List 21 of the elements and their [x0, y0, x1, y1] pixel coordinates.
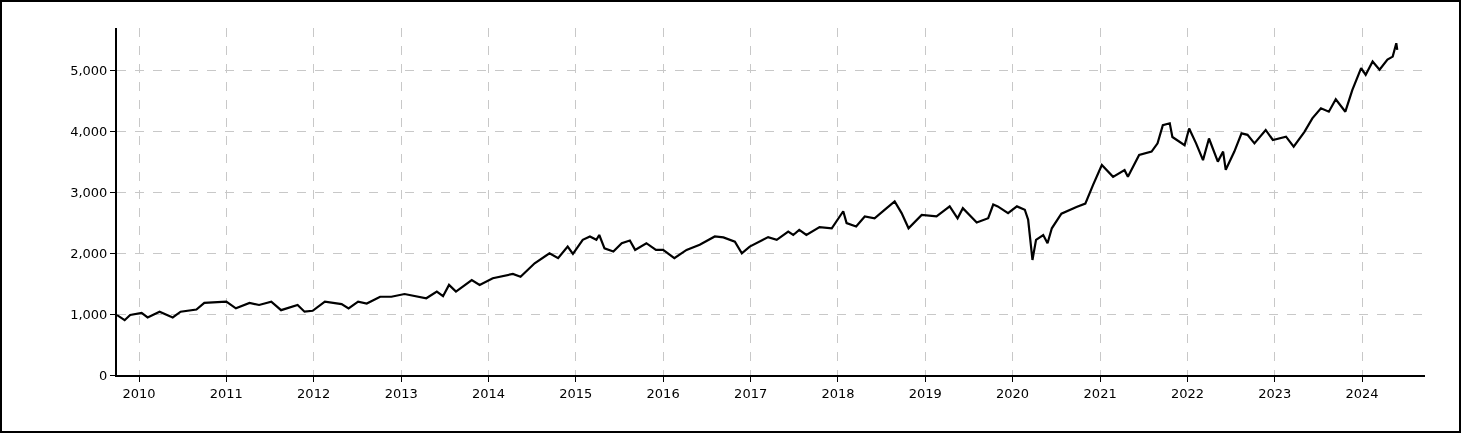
- x-tick-label: 2023: [1258, 385, 1292, 401]
- x-tick-label: 2017: [734, 385, 768, 401]
- x-tick-label: 2022: [1170, 385, 1205, 401]
- x-tick-label: 2020: [996, 385, 1030, 401]
- x-tick-label: 2016: [646, 385, 680, 401]
- x-tick-label: 2021: [1083, 385, 1117, 401]
- y-tick-label: 5,000: [70, 63, 108, 79]
- y-tick-label: 4,000: [70, 124, 108, 140]
- x-tick-label: 2010: [122, 385, 156, 401]
- x-tick-label: 2013: [384, 385, 418, 401]
- y-tick-label: 3,000: [70, 184, 108, 200]
- x-tick-label: 2015: [559, 385, 593, 401]
- x-tick-label: 2011: [209, 385, 243, 401]
- x-tick-label: 2024: [1345, 385, 1379, 401]
- x-tick-label: 2012: [297, 385, 331, 401]
- y-tick-label: 0: [99, 367, 108, 383]
- y-tick-label: 1,000: [70, 306, 108, 322]
- x-tick-label: 2014: [471, 385, 506, 401]
- y-tick-label: 2,000: [70, 245, 108, 261]
- x-tick-label: 2018: [821, 385, 855, 401]
- x-tick-label: 2019: [908, 385, 942, 401]
